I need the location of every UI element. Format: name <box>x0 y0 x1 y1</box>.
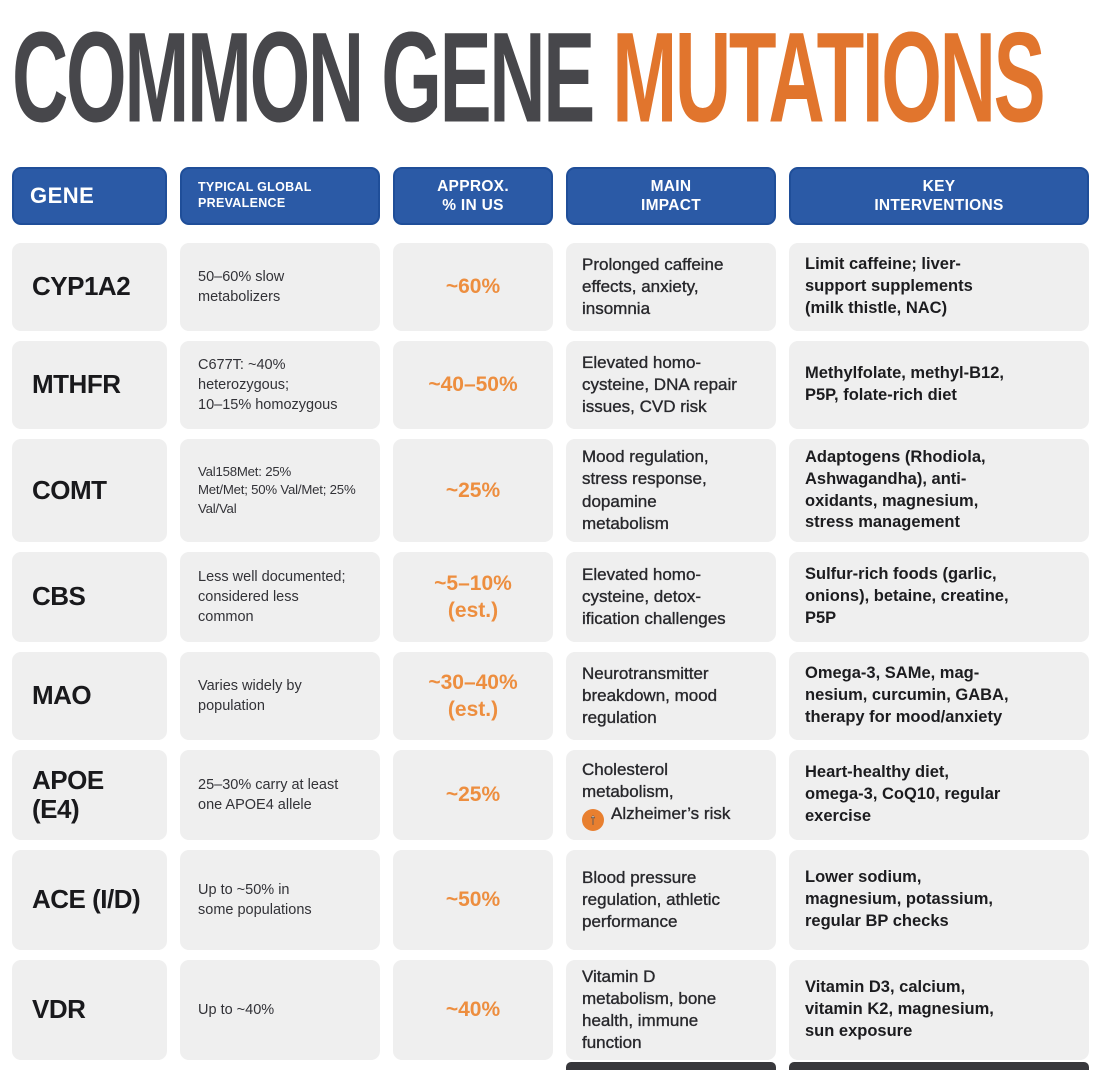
main-impact-cell: Cholesterol metabolism, ↑ Alzheimer’s ris… <box>566 750 776 840</box>
title-block: COMMON GENE MUTATIONS <box>0 0 1106 167</box>
interventions-cell: Limit caffeine; liver- support supplemen… <box>789 243 1089 331</box>
prevalence-cell: Varies widely by population <box>180 652 380 740</box>
gene-cell: VDR <box>12 960 167 1060</box>
interventions-cell: Adaptogens (Rhodiola, Ashwagandha), anti… <box>789 439 1089 542</box>
col-header-prevalence: TYPICAL GLOBAL PREVALENCE <box>180 167 380 225</box>
interventions-cell: Vitamin D3, calcium, vitamin K2, magnesi… <box>789 960 1089 1060</box>
main-impact-cell: Neurotransmitter breakdown, mood regulat… <box>566 652 776 740</box>
page-title: COMMON GENE MUTATIONS <box>12 14 1046 142</box>
impact-text-with-icon: Cholesterol metabolism, ↑ Alzheimer’s ris… <box>582 759 731 831</box>
gene-cell: CBS <box>12 552 167 642</box>
col-header-interventions: KEY INTERVENTIONS <box>789 167 1089 225</box>
interventions-cell: Lower sodium, magnesium, potassium, regu… <box>789 850 1089 950</box>
prevalence-cell: 25–30% carry at least one APOE4 allele <box>180 750 380 840</box>
main-impact-cell: Prolonged caffeine effects, anxiety, ins… <box>566 243 776 331</box>
cropped-next-row-bar <box>566 1062 776 1070</box>
us-percent-cell: ~25% <box>393 439 553 542</box>
impact-icon-line: ↑ Alzheimer’s risk <box>582 803 731 831</box>
us-percent-cell: ~30–40% (est.) <box>393 652 553 740</box>
prevalence-cell: C677T: ~40% heterozygous; 10–15% homozyg… <box>180 341 380 429</box>
us-percent-cell: ~40% <box>393 960 553 1060</box>
main-impact-cell: Vitamin D metabolism, bone health, immun… <box>566 960 776 1060</box>
interventions-cell: Sulfur-rich foods (garlic, onions), beta… <box>789 552 1089 642</box>
col-header-gene: GENE <box>12 167 167 225</box>
gene-cell: ACE (I/D) <box>12 850 167 950</box>
main-impact-cell: Elevated homo- cysteine, DNA repair issu… <box>566 341 776 429</box>
up-arrow-icon: ↑ <box>582 808 604 831</box>
gene-cell: CYP1A2 <box>12 243 167 331</box>
prevalence-cell: Less well documented; considered less co… <box>180 552 380 642</box>
prevalence-cell: Val158Met: 25% Met/Met; 50% Val/Met; 25%… <box>180 439 380 542</box>
us-percent-cell: ~50% <box>393 850 553 950</box>
us-percent-cell: ~25% <box>393 750 553 840</box>
title-part-orange: MUTATIONS <box>612 6 1045 150</box>
us-percent-cell: ~60% <box>393 243 553 331</box>
prevalence-cell: Up to ~40% <box>180 960 380 1060</box>
gene-cell: MAO <box>12 652 167 740</box>
title-part-gray: COMMON GENE <box>12 6 613 150</box>
gene-cell: COMT <box>12 439 167 542</box>
gene-mutations-table: GENE TYPICAL GLOBAL PREVALENCE APPROX. %… <box>12 167 1089 1060</box>
col-header-us-percent: APPROX. % IN US <box>393 167 553 225</box>
main-impact-cell: Mood regulation, stress response, dopami… <box>566 439 776 542</box>
us-percent-cell: ~40–50% <box>393 341 553 429</box>
interventions-cell: Methylfolate, methyl-B12, P5P, folate-ri… <box>789 341 1089 429</box>
prevalence-cell: Up to ~50% in some populations <box>180 850 380 950</box>
prevalence-cell: 50–60% slow metabolizers <box>180 243 380 331</box>
gene-cell: MTHFR <box>12 341 167 429</box>
main-impact-cell: Blood pressure regulation, athletic perf… <box>566 850 776 950</box>
interventions-cell: Heart-healthy diet, omega-3, CoQ10, regu… <box>789 750 1089 840</box>
col-header-main-impact: MAIN IMPACT <box>566 167 776 225</box>
interventions-cell: Omega-3, SAMe, mag- nesium, curcumin, GA… <box>789 652 1089 740</box>
impact-suffix: Alzheimer’s risk <box>611 804 731 824</box>
gene-cell: APOE (E4) <box>12 750 167 840</box>
cropped-next-row-bar <box>789 1062 1089 1070</box>
us-percent-cell: ~5–10% (est.) <box>393 552 553 642</box>
main-impact-cell: Elevated homo- cysteine, detox- ificatio… <box>566 552 776 642</box>
